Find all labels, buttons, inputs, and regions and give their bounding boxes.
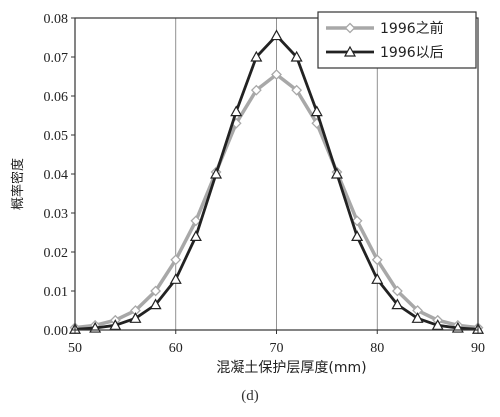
data-point-1 (351, 215, 363, 227)
y-tick-label: 0.03 (44, 207, 69, 222)
data-point-2 (411, 312, 424, 323)
data-point-1 (170, 254, 182, 266)
x-tick-label: 90 (471, 341, 485, 356)
data-point-2 (189, 230, 202, 241)
legend-label-2: 1996以后 (380, 45, 444, 61)
data-point-2 (250, 50, 263, 62)
y-tick-label: 0.02 (44, 246, 69, 261)
x-tick-label: 60 (169, 341, 183, 356)
data-point-2 (169, 273, 182, 284)
data-point-2 (210, 167, 223, 179)
data-point-1 (250, 84, 262, 96)
y-tick-label: 0.05 (44, 129, 69, 144)
y-tick-label: 0.06 (44, 90, 69, 105)
y-tick-label: 0.01 (44, 285, 69, 300)
data-point-2 (351, 230, 364, 241)
legend: 1996之前 1996以后 (317, 11, 477, 69)
data-point-2 (431, 319, 444, 330)
legend-marker-1 (344, 22, 356, 34)
data-point-1 (150, 285, 162, 297)
data-point-1 (291, 84, 303, 96)
x-axis-label: 混凝土保护层厚度(mm) (216, 360, 366, 376)
figure-caption: (d) (241, 388, 259, 404)
x-tick-label: 50 (68, 341, 82, 356)
ticks: 50 60 70 80 90 0.00 0.01 0.02 0.03 0.04 0.05 0.06 0.… (44, 12, 486, 356)
legend-label-1: 1996之前 (380, 20, 444, 37)
y-axis-label: 概率密度 (10, 158, 26, 210)
data-point-2 (230, 105, 243, 117)
data-point-1 (391, 285, 403, 297)
data-point-2 (310, 105, 323, 117)
data-point-2 (129, 312, 142, 323)
legend-marker-2 (343, 45, 357, 57)
data-point-1 (371, 254, 383, 266)
legend-box (317, 11, 477, 69)
data-point-2 (270, 29, 283, 41)
x-tick-label: 70 (270, 341, 284, 356)
y-tick-label: 0.00 (44, 324, 69, 339)
data-point-2 (330, 167, 343, 179)
y-tick-label: 0.04 (44, 168, 69, 183)
y-tick-label: 0.08 (44, 12, 69, 27)
y-tick-label: 0.07 (44, 51, 69, 66)
data-point-1 (271, 69, 282, 80)
data-point-2 (391, 298, 404, 310)
x-tick-label: 80 (370, 341, 384, 356)
chart: 50 60 70 80 90 0.00 0.01 0.02 0.03 0.04 0.05 0.06 0.… (10, 11, 486, 376)
data-point-2 (109, 319, 122, 330)
data-point-2 (371, 273, 384, 284)
data-point-2 (290, 50, 303, 62)
data-point-1 (190, 215, 202, 227)
data-point-2 (149, 298, 162, 310)
